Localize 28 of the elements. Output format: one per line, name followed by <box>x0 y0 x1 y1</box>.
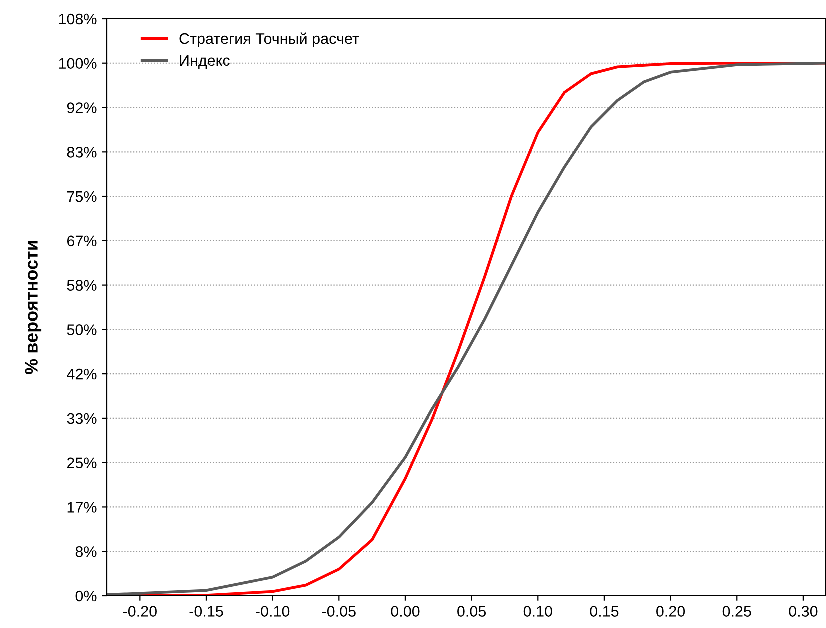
y-tick-label: 67% <box>67 236 97 247</box>
x-tick-label: 0.10 <box>524 606 552 617</box>
x-tick-label: 0.20 <box>656 606 686 617</box>
y-tick-label: 75% <box>67 191 97 202</box>
y-tick-label: 0% <box>76 590 97 602</box>
x-tick-label: -0.05 <box>322 606 356 617</box>
y-tick-label: 25% <box>67 458 97 469</box>
x-tick-label: 0.25 <box>722 606 752 617</box>
x-tick-label: 0.05 <box>458 606 486 617</box>
y-tick-label: 17% <box>68 502 97 513</box>
x-tick-label: 0.30 <box>789 606 818 617</box>
x-tick-label: 0.00 <box>391 606 420 617</box>
legend-label: Индекс <box>180 55 230 70</box>
y-tick-label: 58% <box>67 280 97 291</box>
y-tick-label: 92% <box>67 102 97 114</box>
x-tick-label: -0.10 <box>256 606 290 617</box>
y-tick-label: 83% <box>67 147 97 158</box>
x-tick-label: 0.15 <box>590 606 619 617</box>
x-tick-label: -0.20 <box>123 606 157 617</box>
legend-label: Стратегия Точный расчет <box>180 32 360 48</box>
y-axis-title: % вероятности <box>25 241 42 374</box>
y-tick-label: 108% <box>59 14 97 25</box>
y-tick-label: 33% <box>67 413 97 424</box>
y-tick-label: 100% <box>59 58 97 70</box>
x-tick-label: -0.15 <box>190 606 224 617</box>
y-tick-label: 8% <box>76 546 97 558</box>
y-tick-label: 42% <box>67 368 97 380</box>
y-tick-label: 50% <box>67 324 97 336</box>
